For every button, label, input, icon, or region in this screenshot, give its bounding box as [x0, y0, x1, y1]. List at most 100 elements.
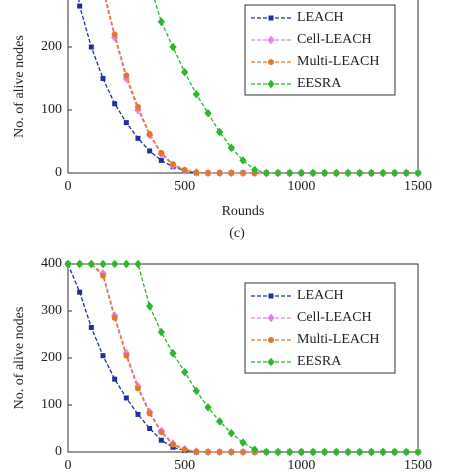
- marker: [170, 441, 176, 448]
- marker: [146, 410, 153, 417]
- marker: [321, 168, 329, 178]
- marker: [88, 44, 94, 50]
- legend-marker: [267, 313, 275, 323]
- marker: [76, 259, 84, 269]
- y-tick-label: 0: [55, 165, 62, 180]
- marker: [157, 327, 165, 337]
- marker: [64, 259, 72, 269]
- marker: [122, 259, 130, 269]
- marker: [251, 165, 259, 175]
- marker: [356, 447, 364, 457]
- x-tick-label: 1000: [287, 458, 315, 473]
- x-tick-label: 500: [174, 179, 195, 194]
- marker: [239, 438, 247, 447]
- marker: [379, 168, 387, 178]
- marker: [147, 148, 153, 154]
- marker: [286, 447, 294, 457]
- marker: [123, 72, 130, 79]
- legend-marker: [267, 35, 275, 45]
- marker: [240, 170, 246, 176]
- marker: [332, 168, 340, 178]
- x-tick-label: 0: [65, 458, 72, 473]
- marker: [111, 259, 119, 269]
- marker: [297, 168, 305, 178]
- marker: [228, 170, 235, 176]
- marker: [391, 447, 399, 457]
- marker: [321, 447, 329, 457]
- y-tick-label: 200: [41, 39, 62, 54]
- x-tick-label: 0: [65, 179, 72, 194]
- x-tick-label: 1500: [404, 458, 432, 473]
- x-tick-label: 500: [174, 458, 195, 473]
- marker: [192, 386, 200, 396]
- legend-marker: [268, 59, 274, 65]
- marker: [228, 449, 235, 455]
- marker: [181, 67, 189, 77]
- legend-label: Cell-LEACH: [297, 310, 372, 325]
- marker: [158, 157, 164, 163]
- legend-label: LEACH: [297, 288, 344, 303]
- marker: [158, 149, 165, 156]
- legend-label: Multi-LEACH: [297, 54, 379, 69]
- marker: [192, 89, 200, 99]
- legend-label: Multi-LEACH: [297, 332, 379, 347]
- legend-marker: [267, 357, 275, 367]
- marker: [111, 315, 118, 322]
- series: [153, 0, 422, 178]
- legend-marker: [268, 293, 274, 299]
- marker: [158, 429, 165, 436]
- marker: [309, 447, 317, 457]
- marker: [169, 42, 177, 52]
- marker: [135, 385, 141, 392]
- marker: [134, 259, 142, 269]
- marker: [262, 168, 270, 178]
- marker: [77, 3, 83, 9]
- marker: [123, 395, 129, 401]
- legend-label: EESRA: [297, 76, 342, 91]
- y-tick-label: 200: [41, 350, 62, 365]
- marker: [135, 411, 141, 417]
- marker: [344, 447, 352, 457]
- marker: [240, 449, 246, 455]
- marker: [135, 135, 141, 141]
- marker: [414, 447, 422, 457]
- marker: [146, 302, 154, 311]
- marker: [274, 168, 282, 178]
- marker: [111, 31, 118, 38]
- marker: [157, 17, 165, 27]
- marker: [147, 426, 153, 431]
- legend-marker: [268, 337, 274, 343]
- legend-marker: [267, 79, 275, 89]
- marker: [402, 447, 410, 457]
- legend-label: Cell-LEACH: [297, 32, 372, 47]
- legend-label: EESRA: [297, 354, 342, 369]
- marker: [216, 127, 224, 137]
- marker: [414, 168, 422, 178]
- x-axis-label: Rounds: [222, 204, 265, 219]
- y-tick-label: 0: [55, 444, 62, 459]
- y-axis-label: No. of alive nodes: [12, 35, 27, 138]
- caption: (c): [229, 226, 245, 241]
- legend-box: [244, 4, 396, 96]
- marker: [100, 272, 106, 279]
- marker: [193, 169, 200, 176]
- x-tick-label: 1000: [287, 179, 315, 194]
- marker: [181, 446, 188, 453]
- marker: [146, 130, 153, 137]
- marker: [99, 259, 107, 269]
- marker: [227, 428, 235, 438]
- y-tick-label: 400: [41, 256, 62, 271]
- marker: [227, 143, 235, 153]
- marker: [100, 76, 106, 81]
- marker: [204, 403, 212, 412]
- marker: [262, 447, 270, 457]
- marker: [274, 447, 282, 457]
- marker: [216, 417, 224, 426]
- marker: [367, 168, 375, 178]
- marker: [356, 168, 364, 178]
- marker: [379, 447, 387, 457]
- marker: [297, 447, 305, 457]
- x-tick-label: 1500: [404, 179, 432, 194]
- marker: [391, 168, 399, 178]
- marker: [193, 448, 200, 455]
